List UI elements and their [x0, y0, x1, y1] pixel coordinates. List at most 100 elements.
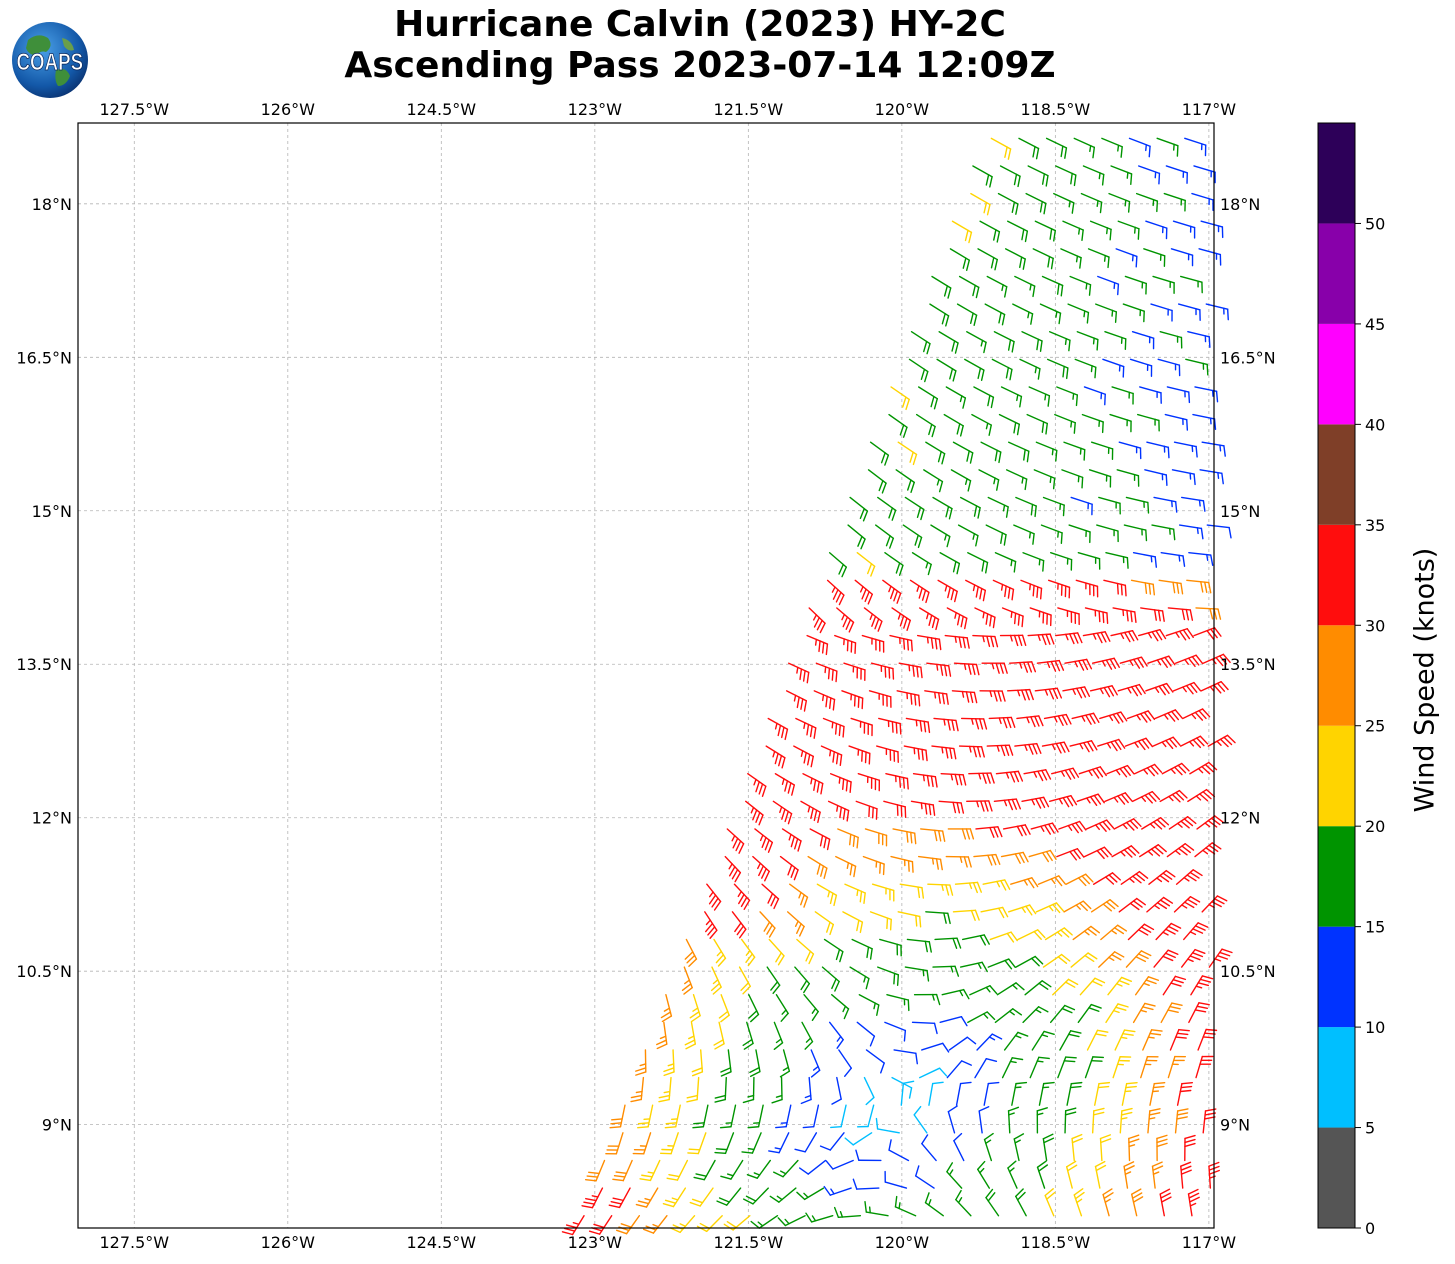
wind-barb: [989, 931, 1018, 943]
lon-tick-label-bottom: 120°W: [875, 1233, 930, 1252]
wind-barb: [814, 911, 835, 936]
wind-barb: [929, 303, 950, 327]
wind-barb: [947, 828, 975, 840]
colorbar-tick-label: 20: [1365, 817, 1385, 836]
wind-barb: [795, 717, 817, 739]
wind-barb: [1027, 633, 1055, 646]
wind-barb: [1111, 845, 1140, 858]
wind-barb: [1143, 248, 1166, 267]
wind-barb: [858, 994, 880, 1016]
wind-barb: [1032, 248, 1054, 270]
wind-barb: [1010, 877, 1039, 889]
wind-barb: [714, 1132, 735, 1155]
wind-barb: [1114, 1029, 1136, 1051]
wind-barb: [868, 690, 892, 708]
wind-barb: [1095, 303, 1118, 323]
wind-barb: [941, 988, 970, 1000]
wind-barb: [964, 358, 985, 382]
wind-barb: [837, 828, 859, 849]
wind-barb: [1187, 788, 1216, 803]
wind-barb: [669, 1215, 696, 1234]
wind-barb: [1078, 766, 1107, 779]
wind-barb: [878, 717, 902, 735]
wind-barb: [1076, 793, 1105, 806]
wind-barb: [1042, 496, 1065, 517]
wind-barb: [1091, 1107, 1105, 1134]
wind-barb: [1033, 469, 1056, 490]
wind-barb: [1176, 1081, 1193, 1106]
wind-barb: [766, 966, 781, 995]
wind-barb: [831, 1076, 842, 1105]
wind-barb: [883, 800, 907, 818]
wind-barb: [1181, 948, 1206, 968]
wind-barb: [950, 469, 972, 492]
wind-barb: [1071, 1133, 1083, 1162]
wind-barb: [781, 828, 802, 852]
wind-barb: [903, 745, 928, 762]
wind-barb: [747, 1104, 764, 1129]
wind-barb: [733, 883, 751, 911]
wind-barb: [1029, 607, 1052, 627]
lat-tick-label-right: 18°N: [1220, 195, 1260, 214]
wind-barb: [897, 441, 918, 466]
wind-barb: [1200, 220, 1224, 239]
wind-barb: [953, 662, 980, 676]
wind-barb: [1096, 524, 1119, 543]
wind-barb: [915, 1165, 935, 1189]
wind-barb: [1157, 358, 1181, 377]
wind-barb: [999, 634, 1027, 647]
wind-barb: [777, 1215, 806, 1227]
wind-barb: [991, 358, 1013, 381]
wind-barb: [1047, 579, 1071, 599]
wind-barb: [921, 1042, 950, 1053]
wind-barb: [1122, 303, 1145, 323]
colorbar-segment: [1318, 223, 1355, 324]
wind-barb: [961, 934, 990, 946]
wind-barb: [718, 994, 730, 1023]
wind-barb: [926, 662, 952, 677]
wind-barb: [1174, 654, 1204, 668]
wind-barb: [1030, 822, 1059, 835]
wind-barb: [1008, 904, 1037, 916]
wind-barb: [823, 1185, 852, 1196]
wind-barb: [1015, 1188, 1027, 1217]
wind-barb: [932, 965, 960, 977]
wind-barb: [1104, 792, 1133, 805]
wind-barb: [1100, 924, 1128, 941]
wind-barb: [1108, 192, 1131, 213]
wind-barb: [888, 1139, 910, 1162]
wind-barb: [904, 496, 925, 521]
wind-barb: [1069, 740, 1098, 753]
wind-barb: [895, 469, 915, 494]
wind-barb: [1080, 192, 1103, 214]
wind-barb: [1121, 1081, 1138, 1106]
wind-barb: [993, 331, 1015, 353]
wind-barb: [1012, 303, 1034, 325]
wind-barb: [994, 552, 1017, 573]
wind-barb: [943, 413, 964, 437]
wind-barb: [716, 1187, 742, 1206]
wind-barb: [850, 717, 873, 737]
wind-barb: [1039, 303, 1062, 325]
lat-tick-label-right: 13.5°N: [1220, 655, 1276, 674]
wind-barb: [911, 552, 932, 576]
wind-barb: [1128, 137, 1151, 158]
wind-barb: [822, 717, 845, 738]
wind-barb: [951, 690, 978, 704]
wind-barb: [1052, 978, 1079, 996]
wind-barb: [1110, 630, 1139, 643]
wind-barb: [978, 469, 1000, 491]
colorbar-tick-label: 30: [1365, 616, 1385, 635]
wind-barb: [769, 1187, 797, 1203]
wind-barb: [788, 662, 810, 684]
wind-barb: [1063, 441, 1086, 461]
wind-barb: [856, 1021, 876, 1047]
wind-barb: [1189, 761, 1218, 775]
wind-barb: [609, 1104, 626, 1129]
lat-tick-labels-right: 18°N 16.5°N 15°N 13.5°N 12°N 10.5°N 9°N: [1220, 195, 1276, 1135]
wind-barb: [1003, 1031, 1029, 1051]
wind-barb: [635, 1187, 659, 1208]
wind-barb: [985, 524, 1007, 546]
wind-barb: [1085, 819, 1115, 832]
wind-barb: [793, 745, 814, 768]
